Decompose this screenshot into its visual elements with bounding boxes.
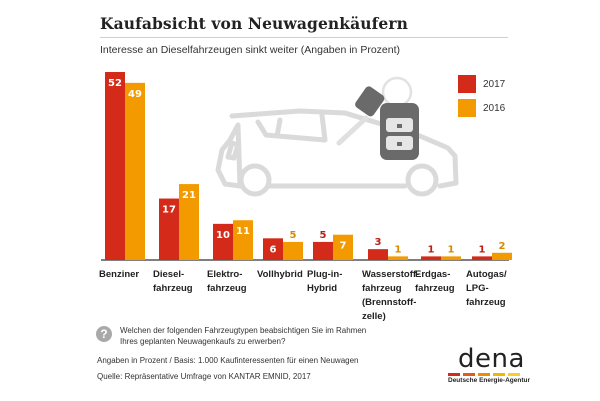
bar-2017-6 [421,256,441,260]
logo-wordmark: dena [458,344,525,374]
category-label-1: Diesel- fahrzeug [153,269,193,294]
data-label-2016-1: 21 [182,190,196,201]
car-key-icon [336,76,419,160]
chart-title: Kaufabsicht von Neuwagenkäufern [100,14,408,33]
title-divider [100,37,508,38]
car-outline-icon [215,108,459,197]
bar-2017-3 [263,238,283,260]
logo-stripe-4 [508,373,520,376]
bar-2017-2 [213,223,233,260]
bar-2017-0 [105,72,125,260]
logo-stripe-1 [463,373,475,376]
data-label-2017-5: 3 [375,237,382,248]
bar-2017-1 [159,198,179,260]
data-label-2016-5: 1 [395,244,402,255]
bar-2016-3 [283,241,303,260]
data-label-2016-7: 2 [499,241,506,252]
survey-question: Welchen der folgenden Fahrzeugtypen beab… [120,326,367,346]
legend-label-2016: 2016 [483,103,506,114]
dena-logo: dena Deutsche Energie-Agentur [448,346,530,384]
basis-note: Angaben in Prozent / Basis: 1.000 Kaufin… [97,356,359,365]
bar-2016-2 [233,220,253,260]
bar-2016-0 [125,82,145,260]
category-label-2: Elektro- fahrzeug [207,269,247,294]
data-label-2017-3: 6 [270,244,277,255]
data-label-2017-4: 5 [320,230,327,241]
logo-stripe-0 [448,373,460,376]
bar-2016-7 [492,252,512,260]
logo-subtitle: Deutsche Energie-Agentur [448,377,530,384]
source-note: Quelle: Repräsentative Umfrage von KANTA… [97,372,311,381]
legend-label-2017: 2017 [483,79,506,90]
question-icon: ? [96,326,112,342]
category-label-3: Vollhybrid [257,269,303,280]
data-label-2017-1: 17 [162,205,176,216]
chart-subtitle: Interesse an Dieselfahrzeugen sinkt weit… [100,44,400,56]
logo-stripe-2 [478,373,490,376]
data-label-2016-2: 11 [236,226,250,237]
data-label-2017-7: 1 [479,244,486,255]
logo-stripe-3 [493,373,505,376]
data-label-2016-4: 7 [340,241,347,252]
data-label-2017-0: 52 [108,78,122,89]
bar-2017-5 [368,249,388,260]
category-label-6: Erdgas- fahrzeug [415,269,455,294]
data-label-2016-6: 1 [448,244,455,255]
data-label-2017-2: 10 [216,230,230,241]
data-label-2017-6: 1 [428,244,435,255]
bar-2017-4 [313,241,333,260]
logo-stripes [448,373,530,376]
data-label-2016-3: 5 [290,230,297,241]
category-label-5: Wasserstoff- fahrzeug (Brennstoff- zelle… [362,269,420,322]
category-label-0: Benziner [99,269,140,280]
bar-2017-7 [472,256,492,260]
data-label-2016-0: 49 [128,89,142,100]
bar-2016-5 [388,256,408,260]
category-label-4: Plug-in- Hybrid [307,269,343,294]
legend-swatch-2017 [458,75,476,93]
category-label-7: Autogas/ LPG- fahrzeug [466,269,507,308]
bar-2016-4 [333,234,353,260]
bar-2016-1 [179,184,199,260]
bar-2016-6 [441,256,461,260]
legend-swatch-2016 [458,99,476,117]
